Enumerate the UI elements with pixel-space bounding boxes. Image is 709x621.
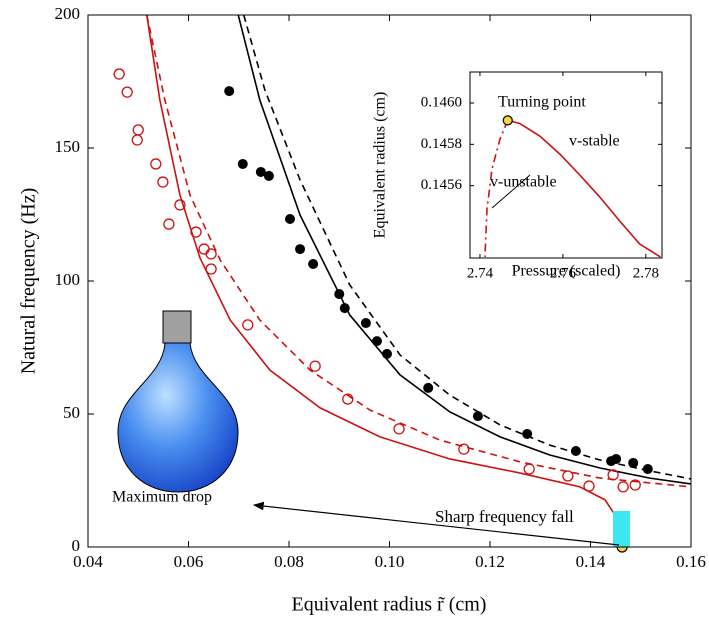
y-tick-label: 150 [55, 137, 81, 156]
y-tick-label: 0.1460 [421, 94, 462, 110]
data-point [255, 166, 266, 177]
inset-plot: 2.74 2.76 2.78 0.1456 0.1458 0.1460 Pressure (… [372, 72, 662, 281]
inset-frame [469, 71, 663, 259]
x-tick-label: 0.08 [274, 552, 304, 571]
data-point [309, 360, 321, 372]
curve [146, 15, 623, 547]
drop-body [117, 342, 239, 493]
data-point [263, 170, 274, 181]
annotation: Sharp frequency fall [435, 507, 574, 526]
curve [507, 119, 661, 258]
y-tick-label: 50 [63, 403, 80, 422]
data-point [522, 428, 533, 439]
data-point [205, 263, 217, 275]
data-point [360, 318, 371, 329]
data-point [628, 457, 639, 468]
highlight-point [502, 115, 513, 126]
data-point [423, 382, 434, 393]
data-point [237, 158, 248, 169]
data-point [205, 248, 217, 260]
data-point [157, 176, 169, 188]
data-point [611, 453, 622, 464]
x-tick-label: 0.12 [475, 552, 505, 571]
x-tick-label: 0.06 [174, 552, 204, 571]
x-tick-label: 0.16 [676, 552, 706, 571]
x-tick-label: 2.74 [467, 265, 494, 281]
drop-illustration [117, 310, 239, 493]
data-point [242, 319, 254, 331]
data-point [334, 289, 345, 300]
data-point [562, 470, 574, 482]
y-tick-label: 0 [72, 536, 81, 555]
data-point [570, 445, 581, 456]
curve [146, 15, 691, 488]
data-point [174, 199, 186, 211]
data-point [629, 479, 641, 491]
annotation: v-unstable [490, 174, 557, 191]
annotation: Maximum drop [112, 489, 212, 506]
y-axis-label: Equivalent radius (cm) [372, 92, 389, 239]
data-point [308, 258, 319, 269]
y-tick-label: 200 [55, 4, 81, 23]
data-point [285, 214, 296, 225]
data-point [583, 480, 595, 492]
x-tick-label: 0.10 [375, 552, 405, 571]
data-point [523, 463, 535, 475]
x-tick-label: 2.76 [550, 265, 577, 281]
x-axis-label: Pressure (scaled) [512, 263, 621, 280]
data-point [131, 134, 143, 146]
annotation: v-stable [569, 133, 620, 150]
plot-frame [87, 14, 692, 548]
curve [484, 120, 509, 258]
y-tick-label: 100 [55, 270, 81, 289]
data-point [607, 469, 619, 481]
data-point [381, 348, 392, 359]
data-point [458, 443, 470, 455]
x-tick-label: 0.14 [576, 552, 606, 571]
data-point [150, 158, 162, 170]
data-point [163, 218, 175, 230]
annotation: Turning point [498, 94, 586, 111]
data-point [295, 244, 306, 255]
data-point [642, 464, 653, 475]
arrow [252, 501, 620, 546]
data-point [617, 481, 629, 493]
fall-highlight [613, 511, 630, 547]
leader-line [491, 174, 531, 209]
data-point [224, 86, 235, 97]
x-tick-label: 0.04 [73, 552, 103, 571]
data-point [342, 393, 354, 405]
y-tick-label: 0.1456 [421, 177, 463, 193]
inset-area [470, 72, 662, 258]
data-point [339, 303, 350, 314]
x-axis-label: Equivalent radius r̃ (cm) [292, 594, 487, 616]
drop-cap [162, 310, 192, 344]
x-tick-label: 2.78 [633, 265, 659, 281]
data-point [472, 411, 483, 422]
data-point [393, 423, 405, 435]
y-tick-label: 0.1458 [421, 136, 462, 152]
data-point [113, 68, 125, 80]
data-point [371, 336, 382, 347]
data-point [121, 86, 133, 98]
y-axis-label: Natural frequency (Hz) [18, 188, 40, 375]
data-point [190, 226, 202, 238]
